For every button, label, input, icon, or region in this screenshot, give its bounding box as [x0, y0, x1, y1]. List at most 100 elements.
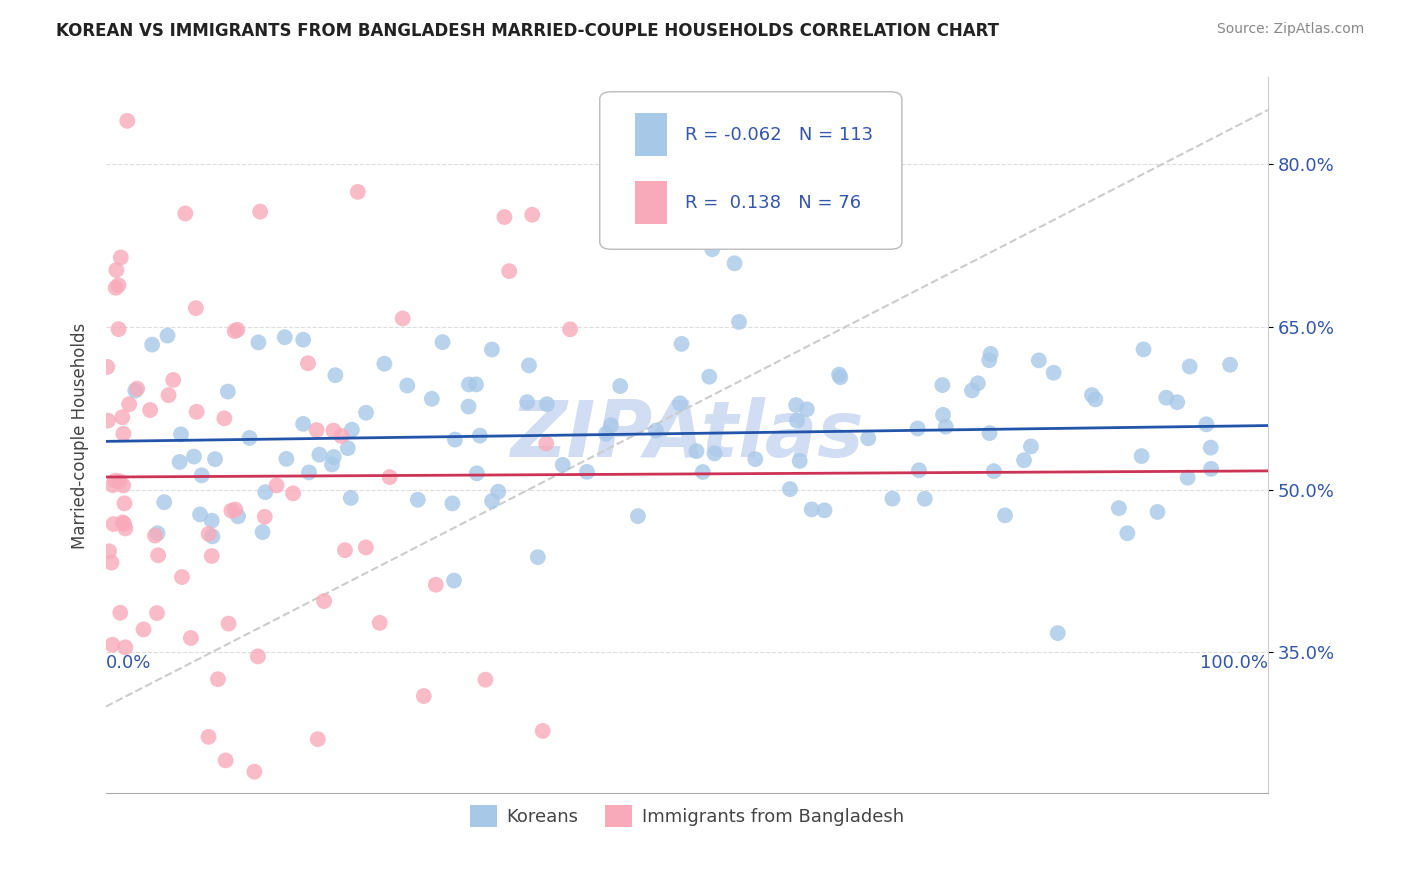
Point	[779, 482, 801, 496]
Point	[600, 418, 623, 433]
Point	[110, 251, 132, 265]
Point	[1199, 462, 1222, 476]
Point	[979, 353, 1001, 368]
Point	[1012, 453, 1035, 467]
Point	[204, 452, 226, 467]
FancyBboxPatch shape	[634, 181, 668, 224]
Point	[960, 384, 983, 398]
Point	[1178, 359, 1201, 374]
Point	[1108, 501, 1130, 516]
Point	[114, 496, 136, 510]
Point	[575, 465, 598, 479]
Point	[108, 475, 131, 489]
Point	[308, 448, 330, 462]
Point	[498, 264, 520, 278]
Point	[214, 411, 236, 425]
Point	[692, 465, 714, 479]
Point	[254, 485, 277, 500]
Point	[441, 496, 464, 510]
Point	[186, 405, 208, 419]
Point	[932, 408, 955, 422]
Point	[153, 495, 176, 509]
Point	[139, 403, 162, 417]
Point	[156, 328, 179, 343]
Point	[425, 578, 447, 592]
Point	[786, 414, 808, 428]
Point	[111, 410, 134, 425]
Point	[935, 419, 957, 434]
Point	[226, 509, 249, 524]
Point	[276, 451, 298, 466]
Point	[201, 514, 224, 528]
Point	[931, 378, 953, 392]
Point	[966, 376, 988, 391]
Point	[432, 335, 454, 350]
Point	[1081, 388, 1104, 402]
Point	[1166, 395, 1188, 409]
Point	[218, 616, 240, 631]
Point	[481, 494, 503, 508]
Point	[174, 206, 197, 220]
Point	[104, 281, 127, 295]
Point	[534, 436, 557, 450]
Point	[1154, 391, 1177, 405]
Point	[330, 429, 353, 443]
Point	[114, 521, 136, 535]
Point	[494, 210, 516, 224]
Point	[252, 525, 274, 540]
Point	[813, 503, 835, 517]
Point	[107, 322, 129, 336]
Point	[346, 185, 368, 199]
Y-axis label: Married-couple Households: Married-couple Households	[72, 322, 89, 549]
Point	[180, 631, 202, 645]
Point	[104, 474, 127, 488]
Point	[201, 529, 224, 543]
Point	[118, 397, 141, 411]
Text: ZIPAtlas: ZIPAtlas	[510, 398, 863, 474]
Point	[114, 640, 136, 655]
Point	[373, 357, 395, 371]
Point	[627, 509, 650, 524]
Text: Source: ZipAtlas.com: Source: ZipAtlas.com	[1216, 22, 1364, 37]
Point	[117, 113, 139, 128]
Point	[420, 392, 443, 406]
Point	[143, 528, 166, 542]
Point	[124, 384, 146, 398]
Point	[247, 335, 270, 350]
Point	[157, 388, 180, 402]
Point	[292, 333, 315, 347]
Point	[396, 378, 419, 392]
Point	[107, 278, 129, 293]
Point	[146, 606, 169, 620]
Point	[325, 368, 347, 383]
Point	[246, 649, 269, 664]
Point	[170, 570, 193, 584]
Point	[141, 337, 163, 351]
Point	[703, 446, 725, 460]
Point	[858, 431, 880, 445]
Point	[322, 450, 344, 464]
Point	[882, 491, 904, 506]
Point	[101, 478, 124, 492]
Point	[468, 428, 491, 442]
Point	[368, 615, 391, 630]
Point	[1130, 449, 1153, 463]
Point	[98, 544, 121, 558]
Point	[474, 673, 496, 687]
Point	[190, 468, 212, 483]
Point	[685, 444, 707, 458]
Point	[112, 516, 135, 531]
Point	[1132, 343, 1154, 357]
Point	[183, 450, 205, 464]
Point	[1177, 470, 1199, 484]
Point	[516, 395, 538, 409]
Point	[132, 623, 155, 637]
Point	[744, 452, 766, 467]
Point	[994, 508, 1017, 523]
Point	[609, 379, 631, 393]
Point	[645, 424, 668, 438]
Point	[217, 384, 239, 399]
Point	[1046, 626, 1069, 640]
Point	[307, 732, 329, 747]
Point	[522, 208, 544, 222]
